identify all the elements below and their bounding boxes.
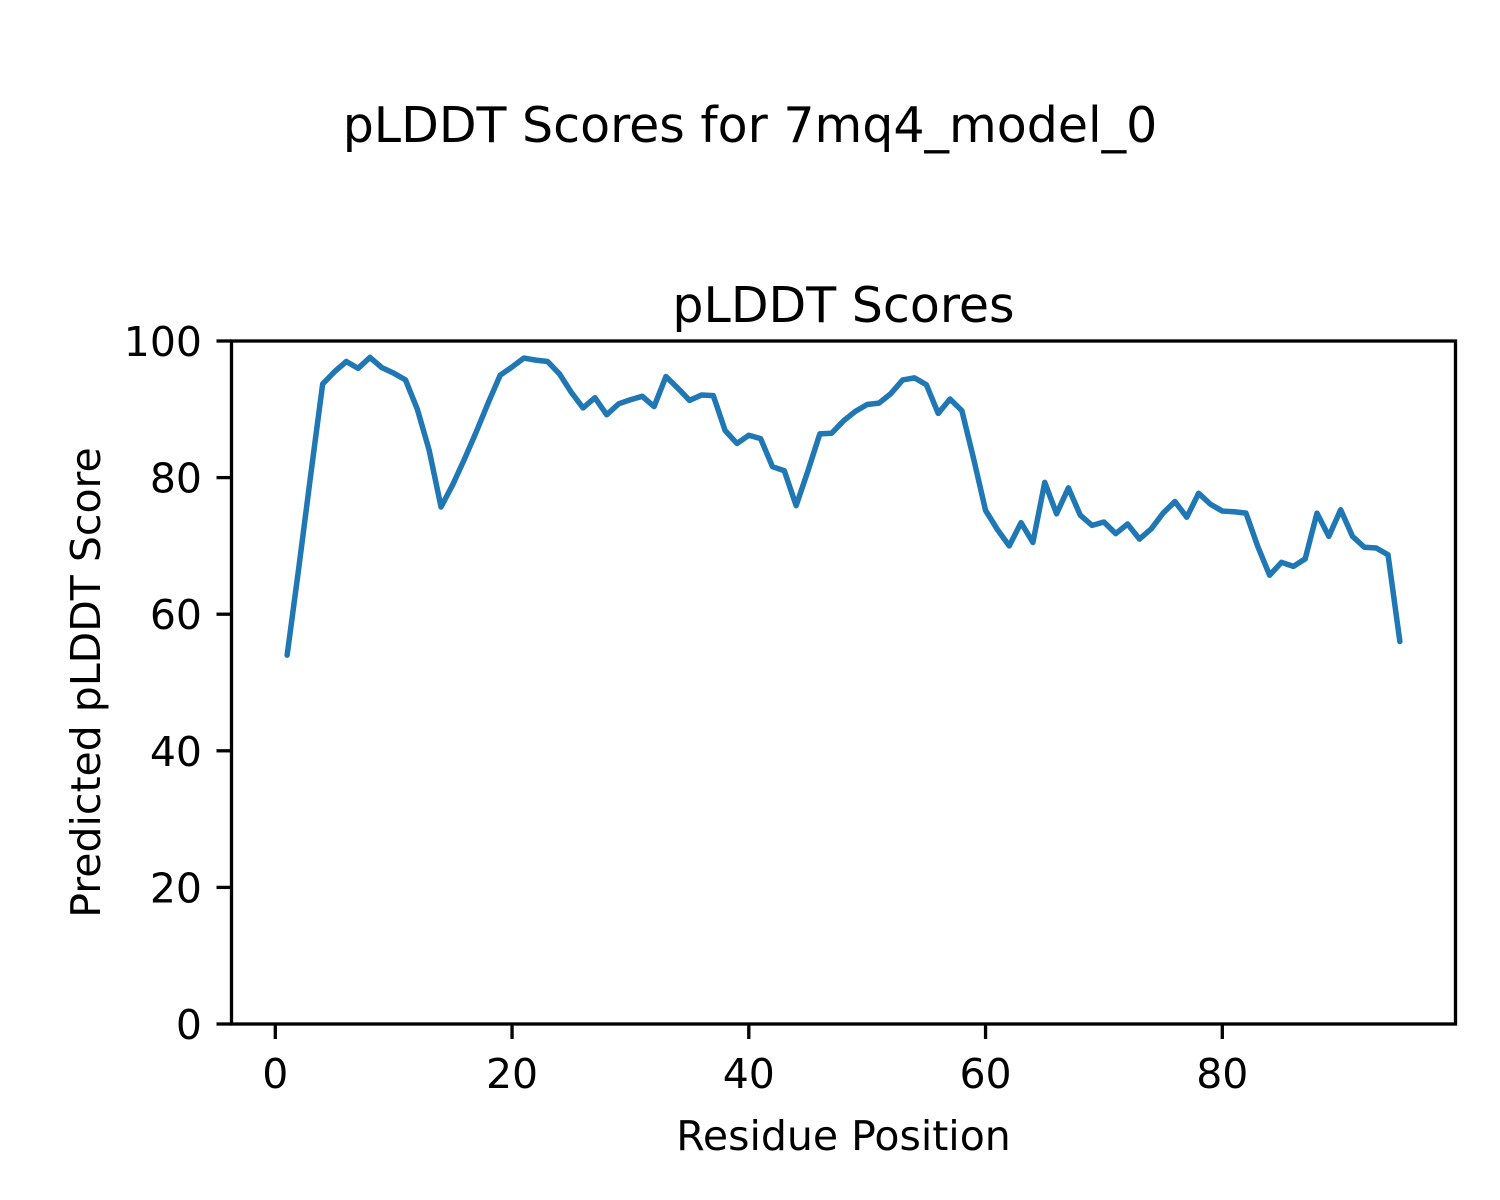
axes-title: pLDDT Scores (672, 277, 1014, 334)
x-tick-label: 40 (723, 1050, 775, 1098)
y-tick-label: 0 (176, 1001, 202, 1049)
x-axis-label: Residue Position (676, 1112, 1011, 1160)
x-tick-label: 80 (1196, 1050, 1248, 1098)
y-tick-label: 20 (150, 864, 202, 912)
y-tick-label: 100 (124, 318, 202, 366)
y-tick-label: 40 (150, 728, 202, 776)
plot-area (284, 354, 1403, 658)
y-tick-label: 80 (150, 455, 202, 503)
plddt-score-line (284, 354, 1403, 658)
x-tick-label: 20 (486, 1050, 538, 1098)
x-tick-label: 60 (959, 1050, 1011, 1098)
y-axis-label: Predicted pLDDT Score (62, 447, 110, 917)
figure-suptitle: pLDDT Scores for 7mq4_model_0 (343, 97, 1158, 154)
x-tick-label: 0 (262, 1050, 288, 1098)
axes-spines (229, 339, 1458, 1026)
axis-ticks: 0 20 40 60 80 0 20 40 60 80 100 (124, 318, 1249, 1098)
y-tick-label: 60 (150, 591, 202, 639)
